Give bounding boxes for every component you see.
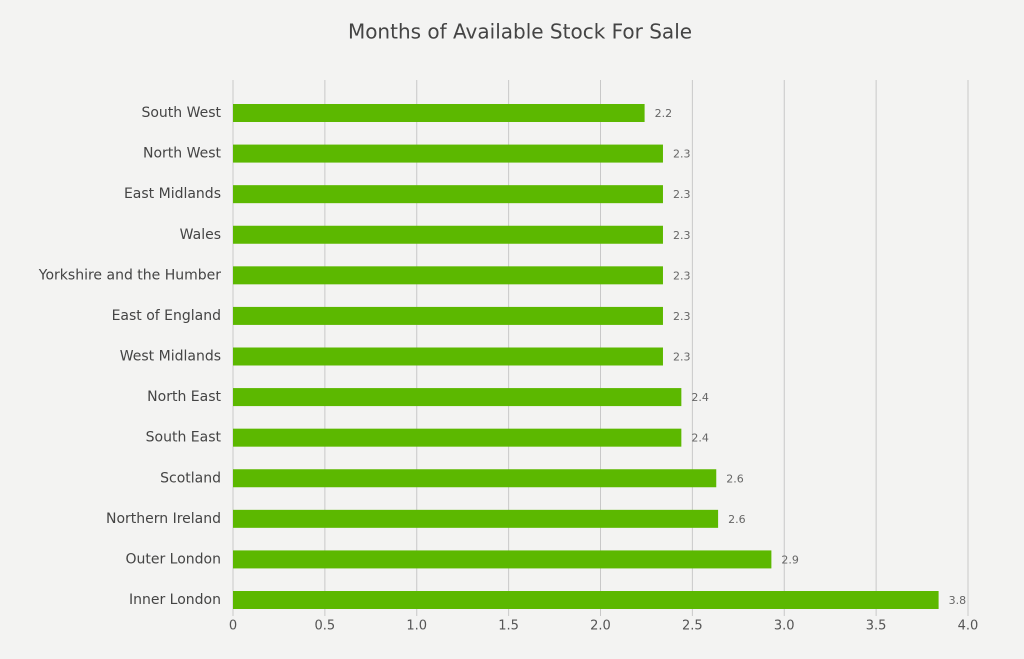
bar — [233, 591, 939, 609]
bar — [233, 469, 717, 488]
y-tick-label: East of England — [112, 308, 221, 324]
x-tick-label: 3.0 — [774, 619, 795, 634]
chart-title: Months of Available Stock For Sale — [348, 20, 692, 44]
y-tick-label: South West — [141, 105, 221, 121]
x-tick-label: 2.0 — [590, 619, 611, 634]
y-tick-label: North West — [143, 146, 222, 162]
bar — [233, 347, 663, 366]
value-label: 2.3 — [673, 310, 691, 323]
x-tick-label: 4.0 — [958, 619, 979, 634]
bar — [233, 550, 772, 569]
y-tick-label: Wales — [180, 227, 221, 243]
y-tick-label: Northern Ireland — [106, 511, 221, 527]
value-label: 2.2 — [655, 107, 673, 120]
bar — [233, 225, 663, 244]
value-label: 2.3 — [673, 188, 691, 201]
x-tick-label: 0 — [229, 619, 237, 634]
value-label: 3.8 — [949, 594, 967, 607]
x-tick-label: 1.5 — [498, 619, 519, 634]
bar — [233, 388, 682, 407]
y-tick-label: Scotland — [160, 470, 221, 486]
value-label: 2.4 — [691, 391, 709, 404]
x-tick-label: 0.5 — [315, 619, 336, 634]
bar — [233, 306, 663, 325]
y-tick-label: East Midlands — [124, 186, 221, 202]
y-tick-label: South East — [146, 430, 222, 446]
y-tick-label: Inner London — [129, 592, 221, 608]
bar — [233, 144, 663, 163]
y-tick-label: North East — [147, 389, 221, 405]
bar — [233, 266, 663, 285]
y-tick-label: West Midlands — [120, 349, 221, 365]
y-tick-label: Yorkshire and the Humber — [38, 267, 221, 283]
bar — [233, 428, 682, 447]
value-label: 2.6 — [726, 472, 744, 485]
value-label: 2.3 — [673, 351, 691, 364]
y-tick-label: Outer London — [125, 551, 221, 567]
x-tick-label: 3.5 — [866, 619, 887, 634]
bar — [233, 104, 645, 122]
value-label: 2.9 — [781, 553, 799, 566]
value-label: 2.3 — [673, 148, 691, 161]
x-tick-label: 1.0 — [406, 619, 427, 634]
x-tick-label: 2.5 — [682, 619, 703, 634]
value-label: 2.4 — [691, 432, 709, 445]
bar — [233, 185, 663, 204]
value-label: 2.3 — [673, 229, 691, 242]
value-label: 2.6 — [728, 513, 746, 526]
bar — [233, 509, 719, 528]
value-label: 2.3 — [673, 269, 691, 282]
